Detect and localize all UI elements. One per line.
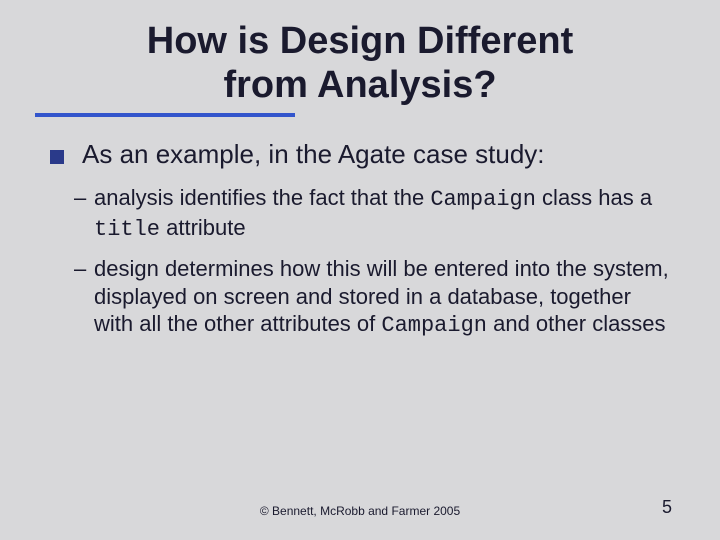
title-line2: from Analysis? [50,64,670,108]
title-underline [35,113,295,117]
sub-bullet-item: analysis identifies the fact that the Ca… [74,184,670,243]
content-area: As an example, in the Agate case study: … [50,139,670,340]
code-text: title [94,217,160,242]
sub-bullet-item: design determines how this will be enter… [74,255,670,340]
sub-text: class has a [536,185,652,210]
title-line1: How is Design Different [50,20,670,64]
slide-title: How is Design Different from Analysis? [50,20,670,107]
page-number: 5 [662,497,672,518]
sub-text: analysis identifies the fact that the [94,185,430,210]
main-bullet-text: As an example, in the Agate case study: [82,139,545,169]
square-bullet-icon [50,150,64,164]
sub-text: attribute [160,215,246,240]
sub-bullet-list: analysis identifies the fact that the Ca… [74,184,670,340]
slide: How is Design Different from Analysis? A… [0,0,720,540]
footer-copyright: © Bennett, McRobb and Farmer 2005 [0,504,720,518]
sub-text: and other classes [487,311,666,336]
code-text: Campaign [430,187,536,212]
code-text: Campaign [381,313,487,338]
main-bullet: As an example, in the Agate case study: [76,139,670,170]
